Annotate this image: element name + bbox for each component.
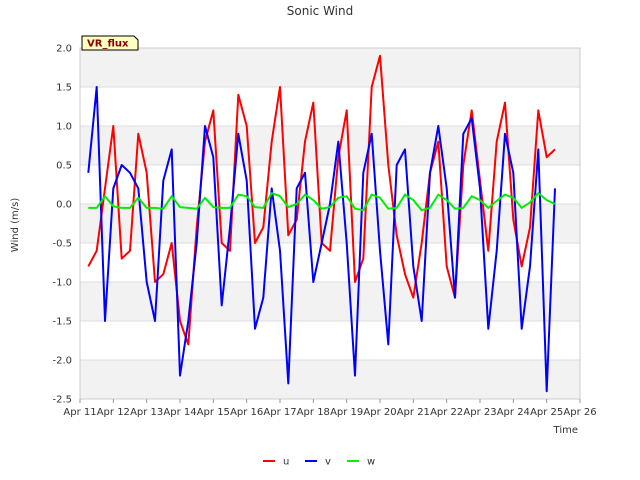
x-tick-label: Apr 26: [563, 407, 596, 418]
y-tick-label: 1.5: [56, 83, 72, 94]
x-tick-label: Apr 25: [530, 407, 563, 418]
x-tick-label: Apr 18: [297, 407, 330, 418]
legend-label: w: [367, 457, 375, 468]
y-tick-label: -2.5: [52, 395, 72, 406]
y-axis-title: Wind (m/s): [10, 198, 21, 253]
vr-flux-badge: VR_flux: [81, 35, 139, 51]
y-axis-ticks: -2.5 -2.0 -1.5 -1.0 -0.5 0.0 0.5 1.0 1.5 2.0: [52, 44, 72, 406]
grid-band: [80, 360, 580, 399]
y-tick-label: -1.5: [52, 317, 72, 328]
x-tick-label: Apr 17: [263, 407, 296, 418]
x-axis-title: Time: [553, 425, 578, 436]
legend: u v w: [263, 457, 375, 468]
x-tick-label: Apr 20: [363, 407, 396, 418]
legend-item-v: v: [305, 457, 331, 468]
grid-band: [80, 48, 580, 87]
y-tick-label: 0.5: [56, 161, 72, 172]
y-tick-label: 0.0: [56, 200, 72, 211]
x-tick-label: Apr 23: [463, 407, 496, 418]
grid-band: [80, 204, 580, 243]
legend-label: v: [325, 457, 331, 468]
plot-frame: [79, 47, 581, 400]
series-line-w: [88, 192, 556, 212]
x-tick-label: Apr 16: [230, 407, 263, 418]
legend-item-u: u: [263, 457, 289, 468]
series-layer: [87, 54, 556, 393]
x-tick-label: Apr 13: [130, 407, 163, 418]
badge-box: [81, 35, 139, 51]
y-tick-label: -0.5: [52, 239, 72, 250]
x-tick-label: Apr 19: [330, 407, 363, 418]
x-tick-label: Apr 21: [397, 407, 430, 418]
y-tick-label: 1.0: [56, 122, 72, 133]
x-tick-label: Apr 24: [497, 407, 530, 418]
x-tick-label: Apr 12: [97, 407, 130, 418]
series-line-v: [87, 86, 556, 393]
y-tick-label: -1.0: [52, 278, 72, 289]
y-tick-label: -2.0: [52, 356, 72, 367]
legend-label: u: [283, 457, 289, 468]
legend-item-w: w: [347, 457, 375, 468]
x-tick-label: Apr 22: [430, 407, 463, 418]
grid-bands: [80, 48, 580, 399]
x-tick-label: Apr 15: [197, 407, 230, 418]
grid-band: [80, 282, 580, 321]
x-tick-label: Apr 11: [63, 407, 96, 418]
chart-title: Sonic Wind: [287, 4, 353, 18]
x-tick-label: Apr 14: [163, 407, 196, 418]
y-tick-label: 2.0: [56, 44, 72, 55]
badge-label: VR_flux: [87, 39, 129, 50]
x-axis-ticks: Apr 11 Apr 12 Apr 13 Apr 14 Apr 15 Apr 16 Apr …: [63, 399, 597, 418]
